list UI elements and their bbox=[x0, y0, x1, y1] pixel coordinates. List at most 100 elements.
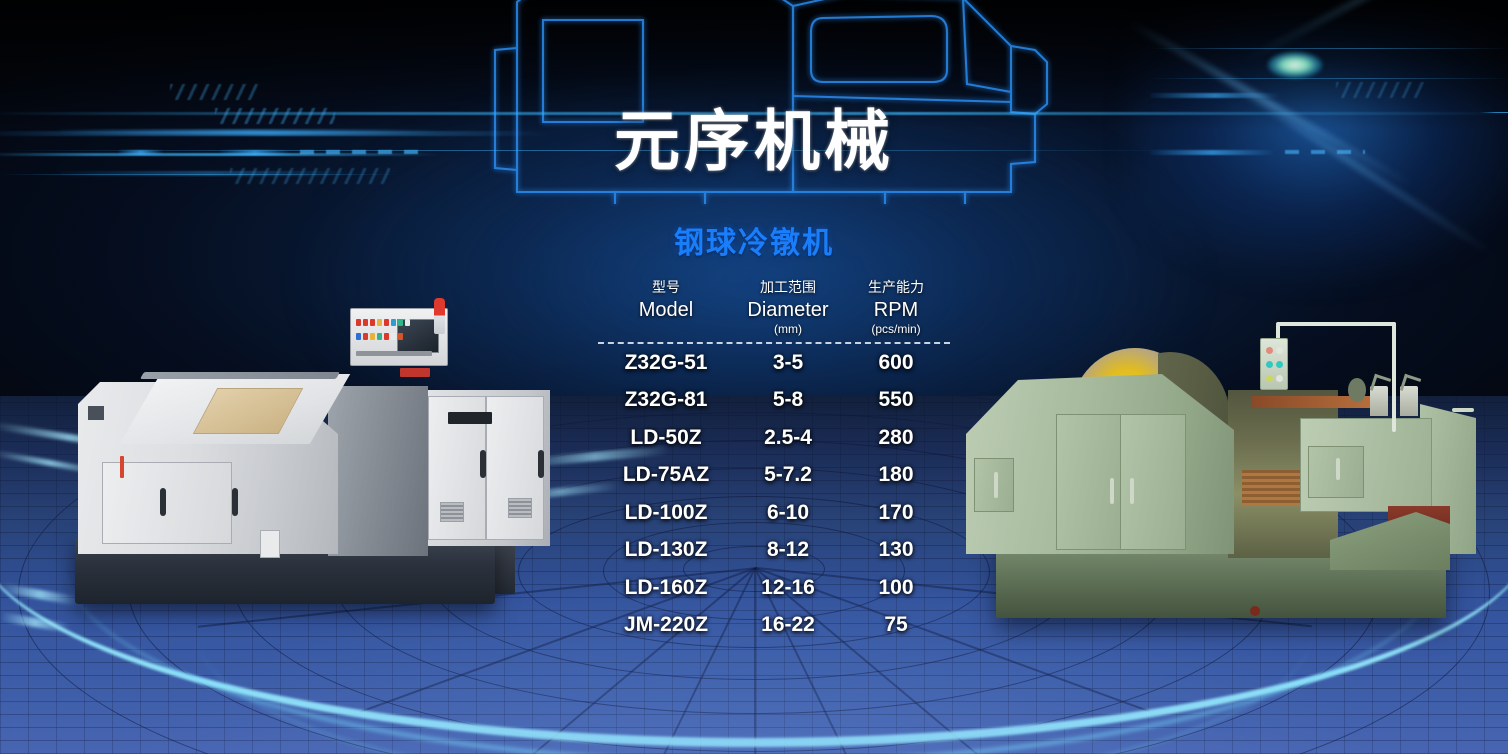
panel-button[interactable] bbox=[398, 333, 403, 340]
machine-left-cold-header bbox=[60, 298, 550, 645]
cell-model: JM-220Z bbox=[623, 613, 709, 637]
machine-left-top-rail bbox=[139, 372, 341, 379]
tech-line bbox=[0, 112, 1508, 115]
machine-left-door-handle[interactable] bbox=[160, 488, 166, 516]
machine-left-door[interactable] bbox=[486, 396, 544, 540]
panel-button[interactable] bbox=[377, 333, 382, 340]
tech-bar bbox=[118, 150, 164, 155]
machine-left-button-row[interactable] bbox=[356, 319, 410, 326]
machine-right-output-chute bbox=[1330, 512, 1450, 570]
specification-table: 型号 Model 加工范围 Diameter (mm) 生产能力 RPM (pc… bbox=[598, 278, 950, 644]
table-divider bbox=[598, 342, 950, 344]
machine-left-red-label bbox=[400, 368, 430, 377]
machine-left-door-handle[interactable] bbox=[538, 450, 544, 478]
tech-hatch bbox=[230, 168, 390, 184]
panel-button[interactable] bbox=[363, 319, 368, 326]
machine-left-midsection bbox=[328, 386, 428, 556]
cell-diameter: 5-7.2 bbox=[764, 463, 812, 487]
tech-dashes bbox=[1285, 150, 1365, 154]
panel-button[interactable] bbox=[356, 333, 361, 340]
tech-bar bbox=[220, 150, 290, 155]
header-cn-label: 加工范围 bbox=[760, 280, 816, 296]
cell-rpm: 280 bbox=[878, 425, 914, 449]
table-header-rpm: 生产能力 RPM (pcs/min) bbox=[842, 278, 950, 337]
machine-right-knob[interactable] bbox=[1348, 378, 1366, 402]
machine-right-door-handle[interactable] bbox=[1336, 458, 1340, 480]
cell-diameter: 2.5-4 bbox=[764, 425, 812, 449]
tech-line bbox=[1150, 48, 1508, 49]
machine-left-front-door[interactable] bbox=[102, 462, 232, 544]
cell-model: LD-50Z bbox=[630, 425, 702, 449]
indicator-led bbox=[1266, 375, 1273, 382]
header-cn-label: 型号 bbox=[652, 280, 680, 296]
cell-model: LD-130Z bbox=[624, 538, 708, 562]
tech-bar bbox=[0, 131, 550, 136]
machine-right-tool-holder bbox=[1370, 386, 1388, 416]
machine-left-lever[interactable] bbox=[120, 456, 124, 478]
table-row: LD-50Z 2.5-4 280 bbox=[598, 419, 950, 457]
header-unit-label: (mm) bbox=[774, 322, 802, 336]
header-en-label: RPM bbox=[873, 299, 919, 321]
table-header-row: 型号 Model 加工范围 Diameter (mm) 生产能力 RPM (pc… bbox=[598, 278, 950, 337]
panel-button[interactable] bbox=[377, 319, 382, 326]
indicator-led bbox=[1266, 361, 1273, 368]
machine-right-feed-tray bbox=[1252, 396, 1382, 408]
indicator-led bbox=[1276, 375, 1283, 382]
panel-button[interactable] bbox=[384, 333, 389, 340]
machine-left-button-row[interactable] bbox=[356, 333, 403, 340]
machine-right-tool-holder bbox=[1400, 386, 1418, 416]
machine-right-crossbar bbox=[1276, 322, 1396, 326]
cell-rpm: 170 bbox=[878, 500, 914, 524]
table-row: Z32G-51 3-5 600 bbox=[598, 344, 950, 382]
table-row: LD-130Z 8-12 130 bbox=[598, 532, 950, 570]
tech-line bbox=[1150, 78, 1508, 79]
indicator-led bbox=[1276, 347, 1283, 354]
machine-left-hmi-screen[interactable] bbox=[397, 319, 439, 353]
table-row: LD-160Z 12-16 100 bbox=[598, 569, 950, 607]
machine-left-door-handle[interactable] bbox=[480, 450, 486, 478]
machine-left-vent bbox=[440, 502, 464, 522]
header-cn-label: 生产能力 bbox=[868, 280, 924, 296]
panel-button[interactable] bbox=[391, 319, 396, 326]
machine-left-pedal[interactable] bbox=[260, 530, 280, 558]
cell-model: Z32G-51 bbox=[624, 350, 708, 374]
cell-diameter: 3-5 bbox=[772, 350, 804, 374]
machine-left-door-handle[interactable] bbox=[232, 488, 238, 516]
panel-button[interactable] bbox=[398, 319, 403, 326]
machine-right-door-handle[interactable] bbox=[1130, 478, 1134, 504]
cell-rpm: 180 bbox=[878, 463, 914, 487]
machine-right-control-box[interactable] bbox=[1260, 338, 1288, 390]
machine-right-side-handle[interactable] bbox=[1452, 408, 1474, 412]
table-row: Z32G-81 5-8 550 bbox=[598, 382, 950, 420]
table-row: JM-220Z 16-22 75 bbox=[598, 607, 950, 645]
tech-line bbox=[0, 150, 1180, 151]
cell-model: Z32G-81 bbox=[624, 388, 708, 412]
panel-button[interactable] bbox=[391, 333, 396, 340]
machine-left-sticker bbox=[88, 406, 104, 420]
cell-rpm: 75 bbox=[884, 613, 908, 637]
machine-right-door-handle[interactable] bbox=[994, 472, 998, 498]
panel-button[interactable] bbox=[356, 319, 361, 326]
panel-button[interactable] bbox=[370, 333, 375, 340]
panel-button[interactable] bbox=[405, 319, 410, 326]
cell-model: LD-75AZ bbox=[622, 463, 710, 487]
cell-diameter: 8-12 bbox=[766, 538, 810, 562]
cell-rpm: 550 bbox=[878, 388, 914, 412]
cell-diameter: 5-8 bbox=[772, 388, 804, 412]
panel-button[interactable] bbox=[384, 319, 389, 326]
cell-model: LD-100Z bbox=[624, 500, 708, 524]
tech-bar bbox=[60, 171, 360, 176]
header-en-label: Model bbox=[638, 299, 694, 321]
lens-flare bbox=[1268, 52, 1322, 78]
machine-right-pole bbox=[1392, 322, 1396, 432]
indicator-led bbox=[1266, 347, 1273, 354]
panel-button[interactable] bbox=[370, 319, 375, 326]
machine-right-door-handle[interactable] bbox=[1110, 478, 1114, 504]
table-row: LD-75AZ 5-7.2 180 bbox=[598, 457, 950, 495]
machine-left-control-panel[interactable] bbox=[350, 308, 448, 366]
tech-hatch bbox=[1336, 82, 1426, 98]
cell-rpm: 100 bbox=[878, 575, 914, 599]
machine-right-base-port bbox=[1250, 606, 1260, 616]
panel-button[interactable] bbox=[363, 333, 368, 340]
